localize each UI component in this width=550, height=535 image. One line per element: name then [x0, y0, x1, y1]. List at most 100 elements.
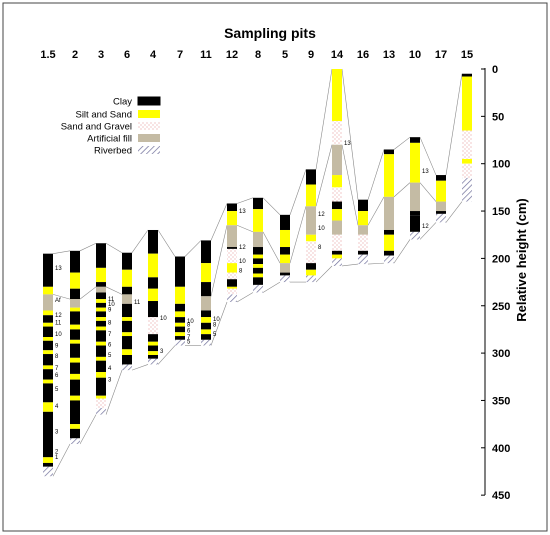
layer-sand: [148, 317, 158, 335]
legend-swatch-clay: [137, 96, 161, 106]
layer-clay: [96, 282, 106, 287]
layer-clay: [122, 286, 132, 295]
layer-number-label: 8: [213, 323, 217, 329]
layer-silt: [43, 310, 53, 316]
layer-clay: [96, 377, 106, 396]
layer-clay: [253, 267, 263, 274]
layer-river: [96, 408, 106, 415]
layer-clay: [436, 211, 446, 214]
layer-silt: [96, 356, 106, 361]
pit-label-15: 15: [461, 49, 473, 61]
layer-silt: [462, 158, 472, 164]
correlation-line-bottom: [210, 301, 228, 346]
layer-silt: [96, 395, 106, 399]
layer-silt: [43, 365, 53, 370]
layer-silt: [148, 351, 158, 355]
layer-river: [175, 339, 185, 346]
layer-silt: [70, 307, 80, 312]
correlation-line-bottom: [52, 443, 71, 477]
layer-clay: [306, 263, 316, 270]
layer-silt: [43, 457, 53, 463]
layer-clay: [70, 250, 80, 273]
legend-label-river: Riverbed: [94, 146, 132, 157]
layer-fill: [306, 206, 316, 235]
layer-clay: [384, 250, 394, 256]
layer-number-label: 7: [187, 335, 191, 341]
layer-clay: [43, 326, 53, 338]
layer-silt: [148, 253, 158, 278]
layer-clay: [410, 137, 420, 143]
y-tick-label: 50: [492, 111, 504, 123]
pit-label-11: 11: [200, 49, 212, 61]
layer-river: [358, 254, 368, 265]
correlation-line-bottom: [131, 364, 149, 371]
layer-clay: [43, 369, 53, 380]
pit-column-1-5: 13 Af 12 11 10 9 8 76 5 4 3 21: [43, 253, 62, 477]
layer-number-label: 10: [187, 319, 194, 325]
layer-silt: [122, 269, 132, 287]
layer-river: [43, 466, 53, 477]
layer-number-label: 9: [55, 343, 59, 349]
layer-fill: [358, 225, 368, 235]
layer-sand: [332, 187, 342, 202]
legend-swatch-fill: [138, 134, 160, 142]
layer-clay: [43, 315, 53, 323]
layer-silt: [43, 350, 53, 355]
layer-clay: [227, 203, 237, 212]
correlation-line-fill: [105, 286, 123, 295]
layer-clay: [358, 199, 368, 212]
y-tick-label: 250: [492, 301, 510, 313]
layer-silt: [122, 332, 132, 337]
correlation-line-fill: [210, 225, 228, 297]
layer-fill: [436, 201, 446, 212]
layer-silt: [96, 372, 106, 378]
layer-number-label: 11: [108, 297, 115, 303]
layer-sand: [462, 163, 472, 178]
layer-silt: [175, 286, 185, 304]
layer-clay: [43, 253, 53, 287]
layer-clay: [96, 302, 106, 308]
layer-clay: [96, 320, 106, 327]
layer-silt: [253, 209, 263, 232]
layer-river: [253, 284, 263, 293]
layer-number-label: 10: [318, 226, 325, 232]
layer-clay: [148, 354, 158, 359]
layer-number-label: 5: [187, 340, 191, 346]
layer-river: [306, 275, 316, 283]
layer-clay: [96, 292, 106, 300]
correlation-line-top: [52, 250, 71, 254]
layer-number-label: 10: [108, 302, 115, 308]
correlation-line-top: [315, 68, 333, 170]
layer-river: [70, 438, 80, 445]
correlation-line-fill: [393, 182, 411, 198]
layer-sand: [227, 248, 237, 264]
correlation-line-fill: [79, 286, 97, 300]
layer-number-label: 11: [134, 300, 141, 306]
layer-number-label: 6: [187, 328, 191, 334]
layer-silt: [70, 395, 80, 401]
layer-silt: [43, 322, 53, 327]
pit-columns: 13Af121110987654321111098765431110310867…: [43, 69, 472, 477]
layer-silt: [384, 234, 394, 251]
layer-sand: [227, 288, 237, 295]
layer-silt: [122, 349, 132, 355]
layer-number-label: 6: [55, 373, 59, 379]
layer-silt: [201, 317, 211, 323]
layer-fill: [43, 294, 53, 311]
layer-number-label: 1: [55, 455, 59, 461]
layer-sand: [358, 234, 368, 251]
layer-clay: [253, 247, 263, 255]
layer-number-label: 10: [213, 317, 220, 323]
layer-clay: [43, 354, 53, 366]
layer-number-label: 12: [422, 224, 429, 230]
correlation-line-top: [79, 242, 97, 252]
layer-clay: [227, 279, 237, 287]
pit-label-10: 10: [409, 49, 421, 61]
layer-silt: [332, 209, 342, 221]
layer-clay: [280, 272, 290, 276]
layer-clay: [253, 277, 263, 285]
layer-clay: [96, 345, 106, 357]
layer-clay: [148, 277, 158, 289]
correlation-line-top: [341, 68, 359, 200]
